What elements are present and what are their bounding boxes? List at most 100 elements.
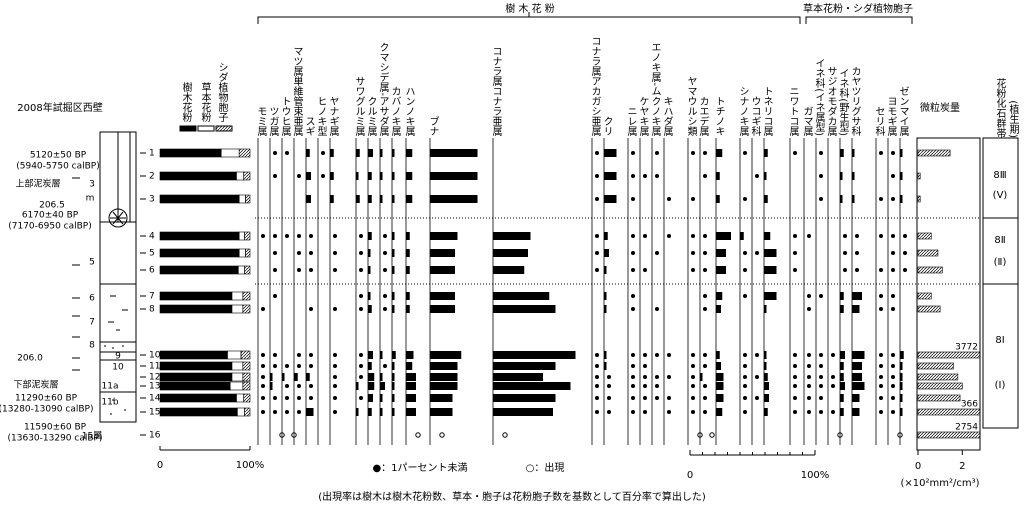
dot	[359, 234, 363, 238]
bar	[330, 172, 334, 180]
charcoal-bar	[917, 394, 961, 402]
bar	[406, 362, 413, 370]
dot	[261, 396, 265, 400]
dot	[309, 251, 313, 255]
occurrence	[415, 432, 421, 438]
bar	[356, 149, 360, 157]
bar	[368, 362, 372, 370]
bar	[764, 292, 777, 300]
bar	[764, 232, 771, 240]
dot	[819, 353, 823, 357]
dot	[743, 384, 747, 388]
dot	[643, 234, 647, 238]
dot	[359, 268, 363, 272]
dot	[891, 384, 895, 388]
dot	[703, 384, 707, 388]
dot	[743, 197, 747, 201]
dot	[607, 410, 611, 414]
bar	[840, 382, 845, 390]
taxon-label: ツガ属	[267, 106, 279, 137]
section-label: 7	[89, 318, 95, 328]
zone-title: 花粉化石群帯	[994, 77, 1006, 138]
taxon-label: ケヤキ属	[637, 96, 649, 137]
bar	[306, 408, 314, 416]
dot	[309, 307, 313, 311]
bar	[716, 292, 723, 300]
dot	[743, 251, 747, 255]
dot	[691, 396, 695, 400]
bar	[840, 195, 843, 203]
dot	[383, 234, 387, 238]
dot	[261, 307, 265, 311]
bar	[852, 362, 862, 370]
dot	[703, 234, 707, 238]
bar	[604, 305, 607, 313]
dot	[383, 307, 387, 311]
dot	[703, 268, 707, 272]
bar	[716, 149, 723, 157]
bar	[764, 172, 767, 180]
bar	[406, 305, 410, 313]
section-label: 10	[112, 363, 124, 373]
bar	[716, 362, 721, 370]
summary-key	[215, 125, 233, 132]
dot	[333, 384, 337, 388]
bar	[493, 292, 550, 300]
bar	[392, 292, 395, 300]
dot	[691, 197, 695, 201]
bar	[306, 373, 310, 381]
dot	[879, 353, 883, 357]
dot	[631, 384, 635, 388]
summary-bar	[243, 171, 251, 181]
dot	[743, 375, 747, 379]
bar	[764, 408, 768, 416]
dot	[891, 234, 895, 238]
bar	[852, 305, 860, 313]
dot	[595, 251, 599, 255]
dot	[273, 174, 277, 178]
dot	[655, 307, 659, 311]
bar	[852, 195, 855, 203]
x-tick-label: 100%	[801, 470, 830, 481]
dot	[383, 364, 387, 368]
bar	[270, 382, 273, 390]
bar	[852, 382, 865, 390]
charcoal-bar	[917, 373, 959, 381]
dot	[793, 234, 797, 238]
bar	[306, 149, 310, 157]
sample-label: 6	[149, 266, 155, 276]
dot	[309, 364, 313, 368]
dot	[595, 197, 599, 201]
summary-bar	[159, 231, 240, 241]
bar	[604, 232, 608, 240]
bar	[852, 351, 865, 359]
summary-key	[179, 125, 197, 132]
taxon-label: サジオモダカ属	[825, 66, 837, 137]
summary-bar	[159, 148, 222, 158]
dot	[807, 410, 811, 414]
bar	[430, 305, 455, 313]
bar	[900, 195, 903, 203]
dot	[359, 396, 363, 400]
dot	[261, 364, 265, 368]
summary-bar	[159, 361, 233, 371]
dot	[831, 384, 835, 388]
dot	[755, 396, 759, 400]
section-label: (5940-5750 calBP)	[16, 162, 100, 172]
dot	[655, 375, 659, 379]
summary-bar	[231, 304, 244, 314]
dot	[879, 410, 883, 414]
section-label: 8	[89, 341, 95, 351]
summary-bar	[242, 372, 251, 382]
charcoal-bar	[917, 292, 932, 300]
bar	[380, 382, 385, 390]
value-label: 366	[961, 400, 978, 410]
summary-bar	[159, 194, 240, 204]
dot	[819, 410, 823, 414]
dot	[333, 364, 337, 368]
taxon-label: スギ	[303, 116, 314, 136]
summary-label: 樹木花粉	[180, 81, 192, 123]
charcoal-bar	[917, 232, 932, 240]
bar	[493, 232, 531, 240]
dot	[793, 353, 797, 357]
